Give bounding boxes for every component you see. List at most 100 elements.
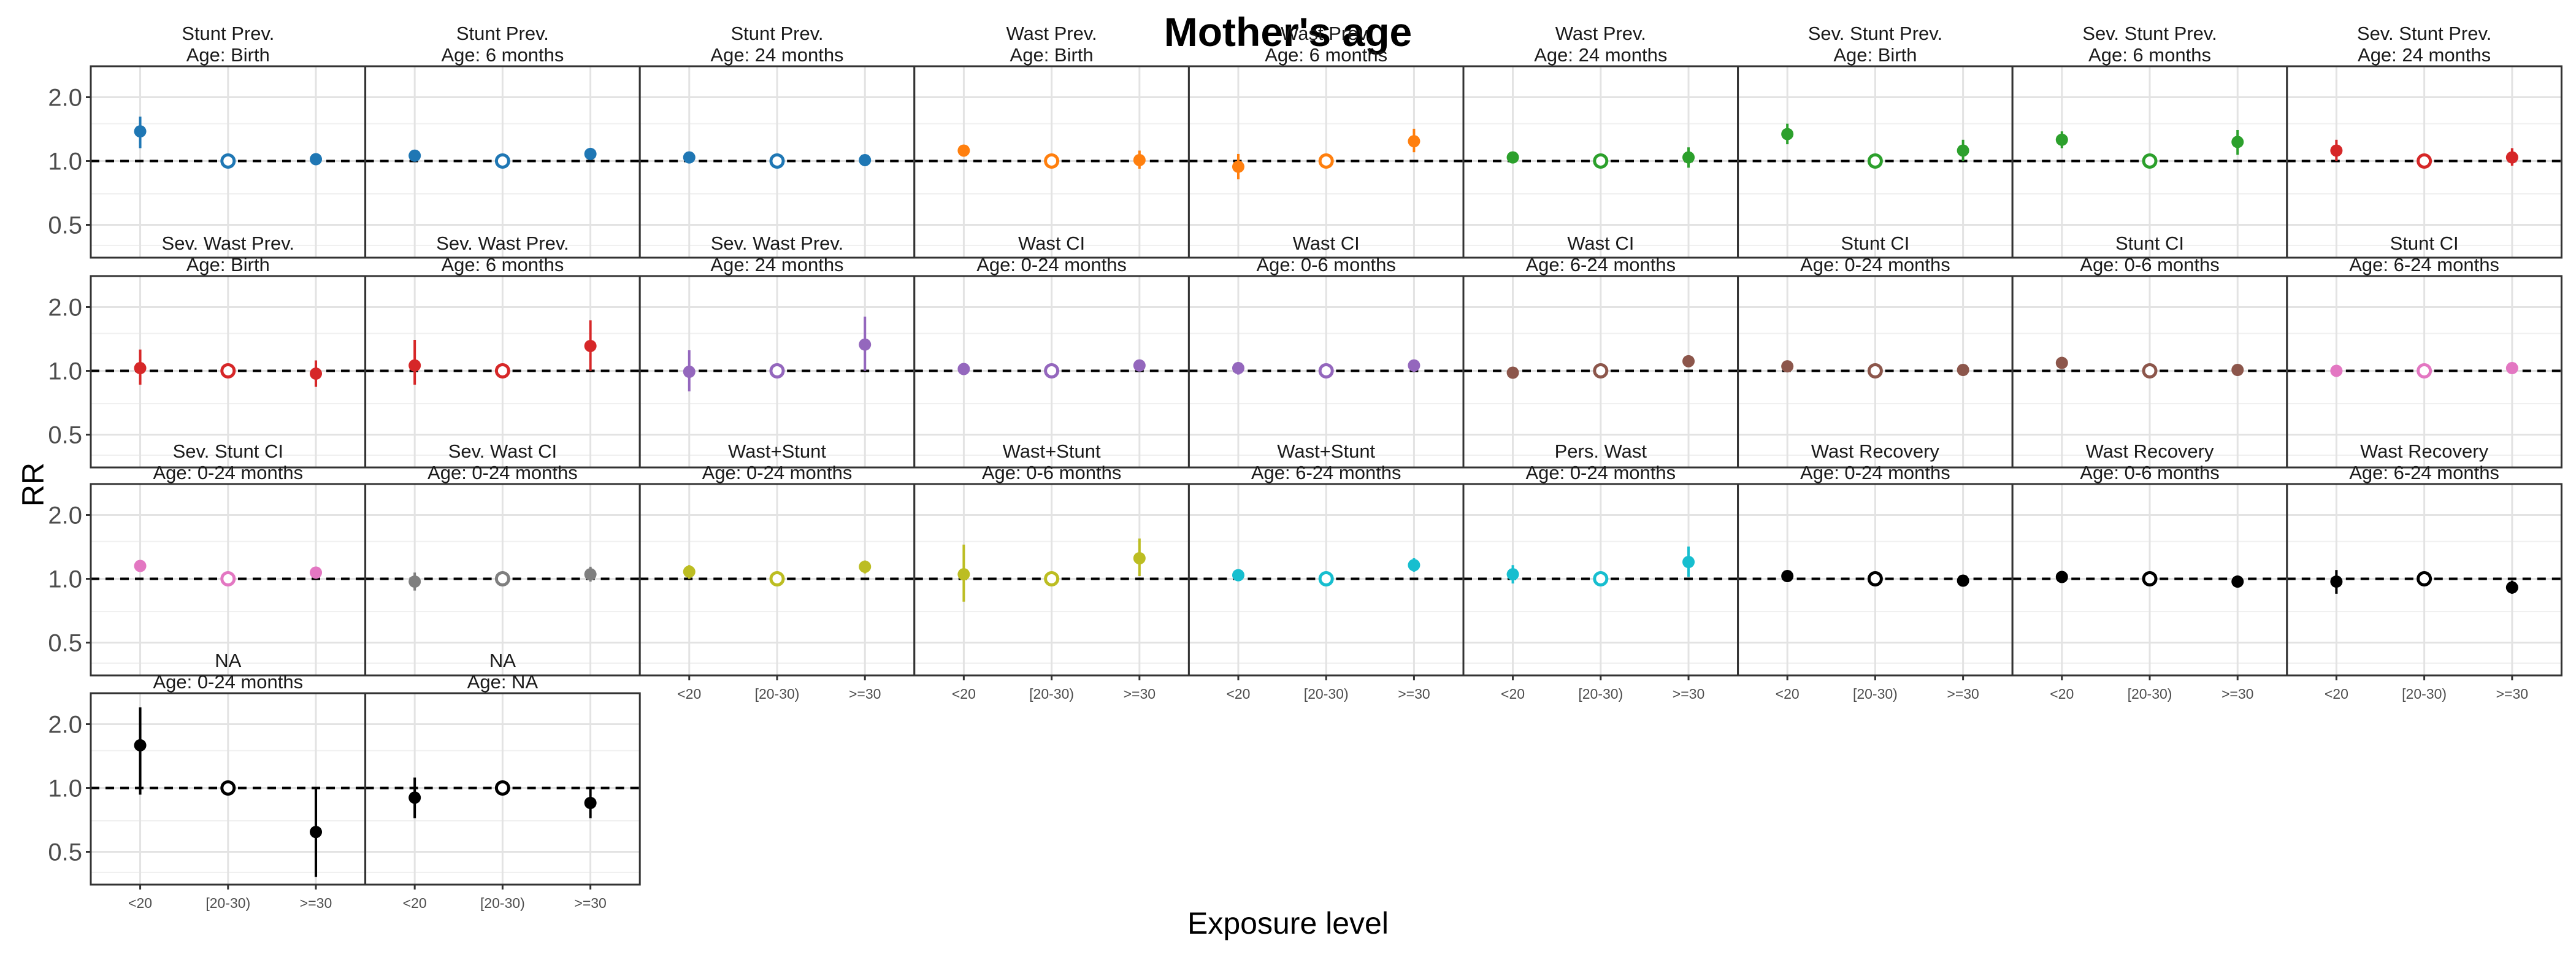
facet-subtitle: Age: 0-24 months	[153, 671, 303, 693]
y-tick-label: 0.5	[48, 421, 82, 448]
facet-title: Wast Prev.	[1555, 23, 1646, 44]
facet-subtitle: Age: 6-24 months	[2349, 254, 2499, 275]
data-point	[1682, 355, 1695, 367]
facet-title: Stunt Prev.	[730, 23, 823, 44]
data-point	[1781, 360, 1794, 373]
facet-subtitle: Age: 0-24 months	[427, 462, 578, 483]
facet-subtitle: Age: 6-24 months	[1251, 462, 1401, 483]
facet-panel: Sev. Wast Prev.Age: Birth 0.5 1.0 2.0	[48, 233, 367, 469]
facet-title: Sev. Stunt CI	[173, 440, 283, 462]
reference-point	[2142, 153, 2158, 169]
x-tick-label: >=30	[300, 895, 332, 911]
data-point	[1957, 363, 1969, 376]
data-point	[1232, 569, 1244, 582]
data-point	[310, 153, 323, 166]
data-point	[408, 149, 421, 162]
reference-point	[220, 363, 236, 379]
facet-subtitle: Age: 0-6 months	[2080, 254, 2219, 275]
facet-subtitle: Age: 6-24 months	[2349, 462, 2499, 483]
data-point	[957, 144, 970, 157]
data-point	[2330, 575, 2343, 588]
facet-title: NA	[215, 650, 241, 671]
x-tick-label: >=30	[1947, 686, 1979, 702]
data-point	[859, 153, 872, 166]
x-tick-label: <20	[403, 895, 427, 911]
x-axis-label: Exposure level	[1187, 906, 1389, 940]
facet-panel: Wast Prev.Age: 24 months	[1462, 23, 1739, 259]
x-tick-label: [20-30)	[1304, 686, 1349, 702]
facet-subtitle: Age: 24 months	[2358, 44, 2491, 66]
facet-subtitle: Age: 24 months	[710, 44, 843, 66]
y-tick-label: 0.5	[48, 212, 82, 239]
facet-panel: Sev. Wast Prev.Age: 6 months	[364, 233, 641, 469]
x-tick-label: [20-30)	[1029, 686, 1074, 702]
facet-title: Wast+Stunt	[1003, 440, 1101, 462]
reference-point	[220, 153, 236, 169]
data-point	[1682, 151, 1695, 164]
reference-point	[769, 153, 785, 169]
facet-subtitle: Age: 0-24 months	[1800, 462, 1950, 483]
reference-point	[1867, 363, 1883, 379]
x-tick-label: [20-30)	[1578, 686, 1623, 702]
data-point	[134, 559, 147, 572]
facet-title: Sev. Stunt Prev.	[2082, 23, 2217, 44]
reference-point	[1044, 153, 1060, 169]
facet-subtitle: Age: 6 months	[441, 44, 564, 66]
x-tick-label: >=30	[1398, 686, 1430, 702]
data-point	[683, 365, 696, 378]
facet-title: Wast Prev.	[1281, 23, 1371, 44]
facet-subtitle: Age: 0-6 months	[982, 462, 1121, 483]
data-point	[1781, 570, 1794, 583]
reference-point	[2142, 571, 2158, 586]
data-point	[310, 367, 323, 380]
data-point	[2505, 362, 2518, 375]
data-point	[683, 151, 696, 164]
data-point	[683, 565, 696, 578]
reference-point	[220, 571, 236, 586]
data-point	[2055, 571, 2068, 583]
x-tick-label: <20	[2050, 686, 2074, 702]
facet-panel: Sev. Stunt Prev.Age: Birth	[1737, 23, 2014, 259]
data-point	[2231, 363, 2244, 376]
facet-subtitle: Age: 6 months	[441, 254, 564, 275]
x-tick-label: <20	[2325, 686, 2348, 702]
data-point	[584, 568, 597, 581]
y-tick-label: 1.0	[48, 148, 82, 175]
reference-point	[1044, 571, 1060, 586]
facet-title: Wast CI	[1018, 233, 1085, 254]
facet-panel: Sev. Stunt Prev.Age: 6 months	[2011, 23, 2288, 259]
facet-subtitle: Age: 6-24 months	[1525, 254, 1676, 275]
x-tick-label: [20-30)	[2128, 686, 2172, 702]
data-point	[1506, 568, 1519, 581]
facet-title: Sev. Wast Prev.	[162, 233, 294, 254]
facet-title: Wast CI	[1293, 233, 1360, 254]
facet-panel: Sev. Wast Prev.Age: 24 months	[638, 233, 916, 469]
x-tick-label: <20	[952, 686, 976, 702]
x-tick-label: <20	[128, 895, 152, 911]
x-tick-label: [20-30)	[1853, 686, 1898, 702]
facet-title: Stunt CI	[1841, 233, 1909, 254]
facet-title: Wast CI	[1567, 233, 1634, 254]
facet-subtitle: Age: 6 months	[1265, 44, 1387, 66]
data-point	[1682, 556, 1695, 569]
reference-point	[220, 780, 236, 796]
chart-title: Mother's age	[1163, 9, 1413, 55]
data-point	[2330, 144, 2343, 157]
facet-subtitle: Age: NA	[467, 671, 539, 693]
data-point	[957, 363, 970, 375]
data-point	[2505, 581, 2518, 594]
data-point	[1408, 359, 1420, 372]
reference-point	[494, 780, 510, 796]
reference-point	[1318, 153, 1334, 169]
facet-title: Stunt Prev.	[456, 23, 549, 44]
x-tick-label: >=30	[574, 895, 606, 911]
facet-subtitle: Age: 0-24 months	[1525, 462, 1676, 483]
facet-subtitle: Age: 0-24 months	[702, 462, 853, 483]
